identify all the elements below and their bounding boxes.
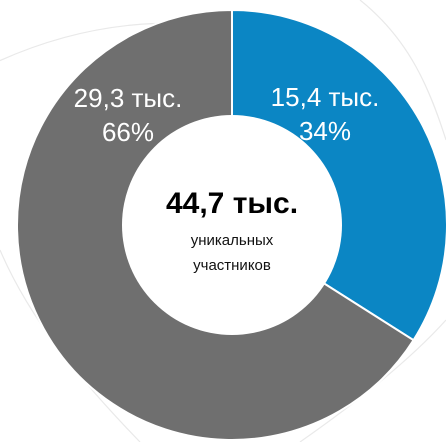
slice-labels: 15,4 тыс. 34% 29,3 тыс. 66% [74, 82, 380, 147]
total-caption-line2: участников [193, 257, 271, 274]
total-caption-line1: уникальных [191, 232, 274, 249]
slice-value-label-1: 15,4 тыс. [271, 82, 380, 112]
background-line [359, 0, 446, 141]
donut-hole [122, 115, 342, 335]
slice-percent-label-2: 66% [102, 117, 154, 147]
slice-percent-label-1: 34% [299, 116, 351, 146]
slice-value-label-2: 29,3 тыс. [74, 83, 183, 113]
total-value-label: 44,7 тыс. [166, 187, 298, 220]
